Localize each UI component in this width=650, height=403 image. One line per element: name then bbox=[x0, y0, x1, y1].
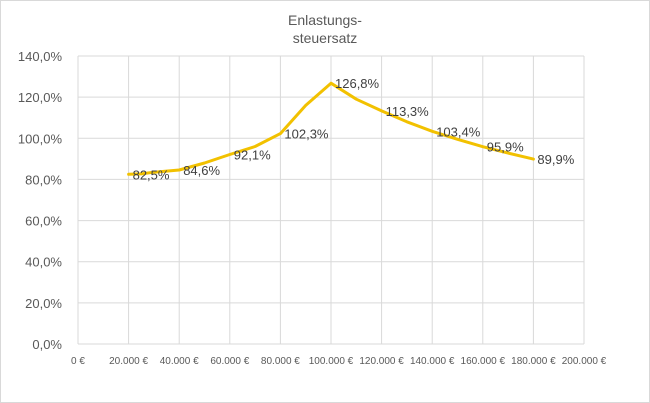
chart-title-line-1: Enlastungs- bbox=[288, 12, 362, 28]
x-axis-tick-labels: 0 € 20.000 € 40.000 € 60.000 € 80.000 € 100.0… bbox=[71, 356, 607, 367]
x-tick-label: 60.000 € bbox=[210, 356, 249, 367]
x-tick-label: 20.000 € bbox=[109, 356, 148, 367]
x-tick-label: 200.000 € bbox=[562, 356, 607, 367]
y-tick-label: 20,0% bbox=[25, 296, 62, 311]
x-tick-label: 40.000 € bbox=[160, 356, 199, 367]
data-label: 126,8% bbox=[335, 76, 380, 91]
data-label: 113,3% bbox=[386, 104, 430, 119]
y-tick-label: 40,0% bbox=[25, 255, 62, 270]
x-tick-label: 100.000 € bbox=[309, 356, 354, 367]
x-tick-label: 160.000 € bbox=[461, 356, 506, 367]
series-line bbox=[127, 81, 535, 176]
x-tick-label: 140.000 € bbox=[410, 356, 455, 367]
y-tick-label: 120,0% bbox=[18, 90, 63, 105]
data-label: 92,1% bbox=[234, 148, 271, 163]
data-label: 84,6% bbox=[183, 163, 220, 178]
y-tick-label: 80,0% bbox=[25, 172, 62, 187]
data-label: 95,9% bbox=[487, 140, 524, 155]
y-tick-label: 140,0% bbox=[18, 49, 63, 64]
gridlines bbox=[77, 55, 585, 345]
y-tick-label: 60,0% bbox=[25, 214, 62, 229]
data-labels: 82,5% 84,6% 92,1% 102,3% 126,8% 113,3% 103,4% 9… bbox=[133, 76, 575, 182]
y-tick-label: 100,0% bbox=[18, 131, 63, 146]
x-tick-label: 0 € bbox=[71, 356, 85, 367]
data-label: 89,9% bbox=[537, 152, 574, 167]
data-label: 82,5% bbox=[133, 167, 170, 182]
x-tick-label: 80.000 € bbox=[261, 356, 300, 367]
y-axis-tick-labels: 0,0% 20,0% 40,0% 60,0% 80,0% 100,0% 120,0% 140,… bbox=[18, 49, 63, 352]
data-label: 103,4% bbox=[436, 124, 481, 139]
data-label: 102,3% bbox=[284, 127, 329, 142]
y-tick-label: 0,0% bbox=[32, 337, 62, 352]
series-layer bbox=[127, 81, 535, 176]
chart-title-line-2: steuersatz bbox=[292, 30, 358, 46]
x-tick-label: 120.000 € bbox=[359, 356, 404, 367]
x-tick-label: 180.000 € bbox=[511, 356, 556, 367]
